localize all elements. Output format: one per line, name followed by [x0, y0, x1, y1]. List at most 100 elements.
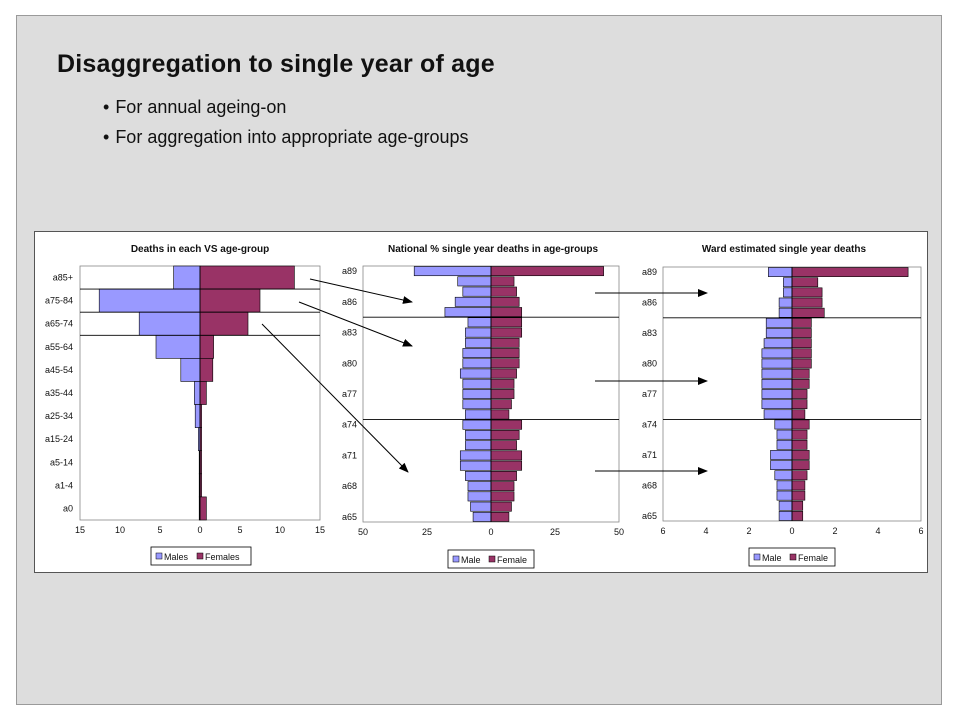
bar-female-a73 — [791, 429, 808, 440]
y-tick-label: a89 — [642, 267, 657, 277]
bar-male-a80 — [761, 358, 793, 369]
y-tick-label: a65 — [642, 511, 657, 521]
chart-2-title: National % single year deaths in age-gro… — [388, 244, 598, 255]
bar-male-a72 — [776, 439, 793, 450]
chart-1-legend: Males Females — [150, 546, 252, 566]
x-tick-label: 50 — [358, 527, 368, 537]
bar-female-a70 — [490, 460, 523, 471]
bar-female-a75 — [490, 409, 510, 420]
bar-male-a88 — [457, 276, 492, 287]
chart-3-title: Ward estimated single year deaths — [702, 244, 867, 255]
bar-female-a76 — [791, 399, 808, 410]
bar-male-a65 — [472, 511, 492, 522]
bullet-item: For annual ageing-on — [103, 92, 469, 122]
bar-female-a74 — [791, 419, 810, 430]
bar-female-a89 — [490, 266, 604, 277]
bar-male-a76 — [462, 399, 492, 410]
bar-female-a83 — [791, 328, 812, 338]
y-tick-label: a65 — [342, 512, 357, 522]
bar-male-a65-74 — [138, 311, 201, 336]
bar-female-a88 — [791, 277, 819, 288]
bar-male-a89 — [413, 266, 492, 277]
bar-female-a72 — [791, 439, 808, 450]
y-tick-label: a75-84 — [45, 296, 73, 306]
bar-female-a85 — [490, 307, 523, 317]
x-tick-label: 50 — [614, 527, 624, 537]
y-tick-label: a15-24 — [45, 434, 73, 444]
y-tick-label: a5-14 — [50, 457, 73, 467]
bullet-item: For aggregation into appropriate age-gro… — [103, 122, 468, 152]
bar-female-a45-54 — [199, 358, 214, 382]
bar-male-a81 — [761, 348, 793, 359]
bar-female-a74 — [490, 419, 523, 430]
x-tick-label: 15 — [315, 525, 325, 535]
y-tick-label: a77 — [642, 389, 657, 399]
bar-male-a85 — [444, 307, 492, 317]
y-tick-label: a35-44 — [45, 388, 73, 398]
bar-male-a74 — [462, 419, 492, 430]
y-tick-label: a68 — [642, 480, 657, 490]
x-tick-label: 2 — [746, 526, 751, 536]
y-tick-label: a55-64 — [45, 342, 73, 352]
bar-male-a80 — [462, 358, 492, 369]
x-tick-label: 5 — [157, 525, 162, 535]
bar-male-a69 — [774, 470, 793, 481]
bar-male-a69 — [465, 471, 492, 481]
x-tick-label: 25 — [550, 527, 560, 537]
bar-female-a82 — [490, 337, 520, 348]
bar-male-a86 — [778, 297, 793, 308]
legend-label-male: Male — [461, 555, 481, 565]
bar-male-a79 — [761, 368, 793, 379]
bar-female-a82 — [791, 338, 812, 349]
bar-female-a78 — [791, 378, 810, 389]
bar-female-a75 — [791, 409, 806, 420]
bar-male-a67 — [467, 491, 492, 502]
bar-male-a84 — [467, 317, 492, 328]
y-tick-label: a80 — [342, 358, 357, 368]
bar-male-a72 — [465, 440, 492, 451]
bar-male-a55-64 — [155, 334, 201, 359]
bar-male-a78 — [462, 378, 492, 389]
bar-male-a85 — [778, 307, 793, 318]
bar-male-a82 — [465, 337, 492, 348]
chart-1-title: Deaths in each VS age-group — [131, 244, 269, 255]
y-tick-label: a85+ — [53, 273, 73, 283]
bar-male-a35-44 — [194, 381, 201, 405]
legend-label-male: Male — [762, 553, 782, 563]
bar-male-a45-54 — [180, 358, 201, 382]
bar-male-a75-84 — [98, 288, 201, 313]
bar-female-a81 — [490, 348, 520, 358]
bar-male-a87 — [462, 286, 492, 297]
x-tick-label: 10 — [115, 525, 125, 535]
bar-male-a85+ — [173, 265, 201, 290]
x-tick-label: 0 — [789, 526, 794, 536]
charts-svg: Deaths in each VS age-group a85+ a75-84 a6… — [45, 244, 924, 569]
legend-swatch-female — [789, 553, 797, 561]
chart-1-plot: a85+ a75-84 a65-74 a55-64 a45-54 a35-44 a25-34… — [45, 265, 325, 535]
bar-male-a75 — [763, 409, 793, 420]
bar-female-a88 — [490, 276, 515, 287]
legend-label-female: Female — [497, 555, 527, 565]
bar-female-a71 — [490, 450, 523, 461]
bar-female-a66 — [791, 500, 804, 511]
bar-male-a83 — [465, 327, 492, 338]
y-tick-label: a1-4 — [55, 480, 73, 490]
legend-label-female: Females — [205, 552, 240, 562]
bar-female-a86 — [791, 297, 823, 308]
bar-female-a84 — [791, 318, 812, 328]
bar-female-a72 — [490, 440, 517, 451]
bar-female-a68 — [490, 481, 515, 492]
bar-male-a82 — [763, 338, 793, 349]
bar-female-a75-84 — [199, 288, 261, 313]
bar-female-a87 — [490, 286, 517, 297]
bar-male-a77 — [761, 389, 793, 399]
legend-swatch-female — [488, 555, 496, 563]
bar-male-a25-34 — [194, 404, 201, 428]
bar-male-a88 — [783, 277, 793, 288]
bar-male-a66 — [778, 500, 793, 511]
y-tick-label: a74 — [642, 419, 657, 429]
x-tick-label: 4 — [703, 526, 708, 536]
legend-swatch-female — [196, 552, 204, 560]
